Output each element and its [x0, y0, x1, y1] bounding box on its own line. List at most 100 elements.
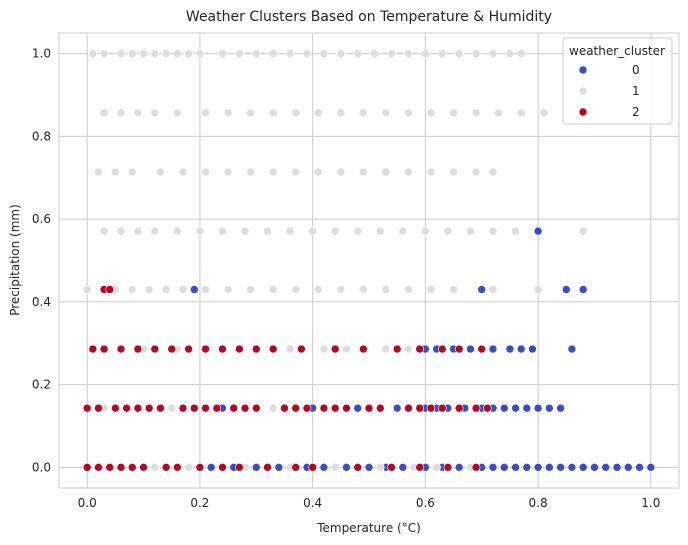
data-point	[173, 108, 182, 118]
data-point	[404, 344, 413, 354]
data-point	[167, 344, 177, 354]
data-point	[195, 463, 205, 472]
y-tick-label: 0.6	[32, 212, 51, 226]
x-tick-labels: 0.0 0.2 0.4 0.6 0.8 1.0	[78, 496, 661, 510]
data-point	[370, 49, 379, 58]
data-point	[291, 108, 301, 118]
data-point	[353, 49, 363, 58]
data-point	[235, 49, 244, 58]
data-point	[387, 463, 396, 472]
data-point	[291, 403, 301, 413]
data-point	[150, 463, 160, 472]
data-point	[488, 226, 498, 236]
data-point	[483, 403, 492, 413]
data-point	[623, 463, 633, 472]
data-point	[556, 403, 565, 413]
data-point	[291, 285, 301, 294]
data-point	[646, 463, 656, 472]
data-point	[426, 167, 436, 177]
data-point	[336, 285, 346, 294]
data-point	[319, 463, 329, 472]
data-point	[471, 403, 481, 413]
data-point	[285, 226, 295, 236]
x-tick-label: 1.0	[641, 496, 660, 510]
data-point	[218, 49, 227, 58]
data-point	[330, 463, 340, 472]
data-point	[381, 108, 391, 118]
data-point	[297, 344, 306, 354]
data-point	[223, 108, 233, 118]
data-point	[477, 285, 487, 294]
data-point	[127, 463, 137, 472]
data-point	[488, 344, 498, 354]
y-axis-label: Precipitation (mm)	[8, 204, 22, 316]
data-point	[178, 167, 188, 177]
data-point	[342, 344, 351, 354]
x-tick-label: 0.8	[529, 496, 548, 510]
data-point	[88, 49, 98, 58]
data-point	[313, 285, 323, 294]
data-point	[229, 403, 239, 413]
data-point	[285, 49, 295, 58]
data-point	[375, 226, 385, 236]
y-tick-label: 0.2	[32, 378, 51, 392]
data-point	[415, 344, 425, 354]
data-point	[201, 403, 210, 413]
data-point	[150, 108, 160, 118]
data-point	[477, 344, 487, 354]
data-point	[545, 463, 554, 472]
data-point	[133, 344, 143, 354]
legend-items: 0 1 2	[578, 63, 640, 119]
data-point	[99, 108, 109, 118]
data-point	[280, 403, 289, 413]
data-point	[116, 108, 126, 118]
data-point	[392, 344, 402, 354]
data-point	[189, 403, 199, 413]
data-point	[127, 49, 137, 58]
data-point	[471, 463, 481, 472]
data-point	[533, 463, 543, 472]
data-point	[359, 167, 368, 177]
data-point	[353, 463, 363, 472]
data-point	[375, 463, 385, 472]
data-point	[561, 285, 571, 294]
data-point	[263, 463, 272, 472]
legend-box	[562, 37, 673, 125]
data-point	[268, 403, 278, 413]
x-axis-label: Temperature (°C)	[316, 521, 421, 535]
data-point	[528, 344, 537, 354]
data-point	[511, 403, 520, 413]
data-point	[359, 285, 368, 294]
data-point	[111, 403, 120, 413]
data-point	[274, 463, 284, 472]
data-point	[578, 285, 588, 294]
data-point	[240, 226, 250, 236]
y-tick-labels: 0.0 0.2 0.4 0.6 0.8 1.0	[32, 47, 51, 475]
data-point	[251, 403, 261, 413]
data-point	[133, 108, 143, 118]
data-point	[285, 344, 295, 354]
data-point	[223, 167, 233, 177]
data-point	[426, 285, 436, 294]
data-point	[156, 403, 165, 413]
data-point	[432, 463, 441, 472]
data-point	[545, 403, 554, 413]
data-point	[466, 344, 475, 354]
data-point	[330, 403, 340, 413]
data-point	[150, 49, 160, 58]
data-point	[364, 403, 374, 413]
data-point	[195, 226, 205, 236]
legend-label: 1	[632, 84, 640, 98]
data-point	[173, 226, 182, 236]
y-tick-label: 0.0	[32, 460, 51, 474]
data-point	[635, 463, 644, 472]
legend-title: weather_cluster	[569, 44, 665, 58]
data-point	[539, 108, 549, 118]
data-point	[88, 344, 98, 354]
data-point	[404, 167, 413, 177]
data-point	[404, 49, 413, 58]
data-point	[99, 49, 109, 58]
data-point	[178, 285, 188, 294]
data-point	[381, 344, 391, 354]
